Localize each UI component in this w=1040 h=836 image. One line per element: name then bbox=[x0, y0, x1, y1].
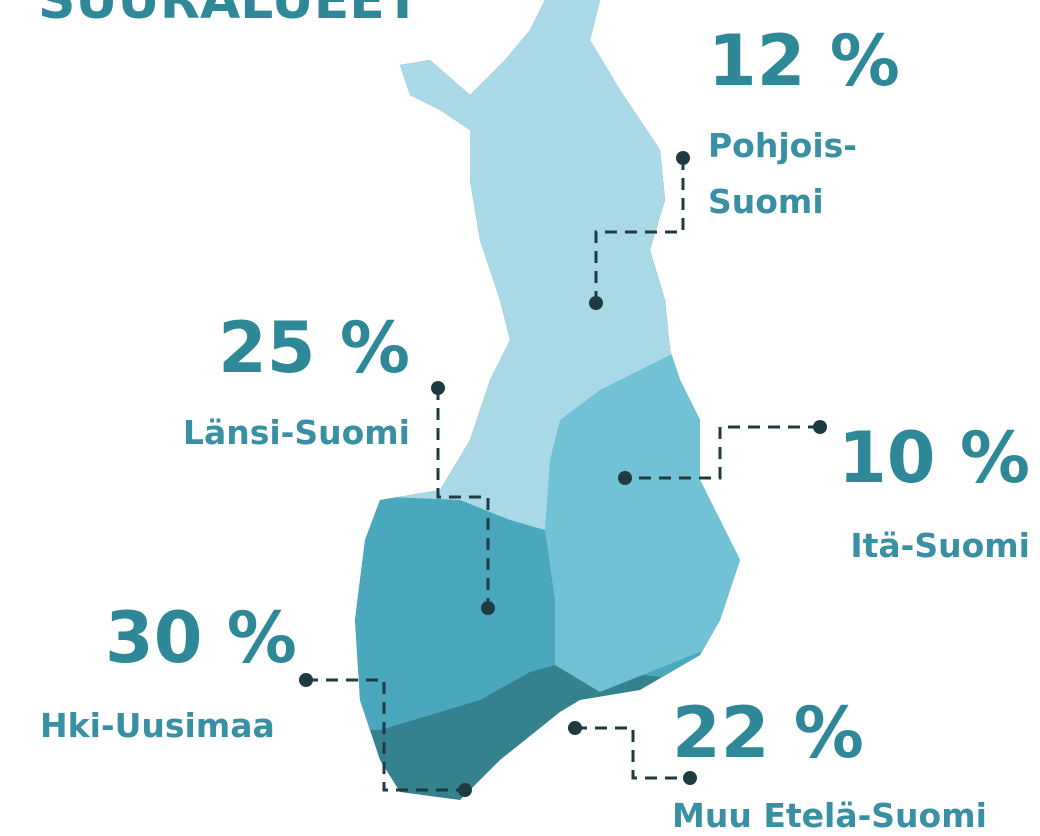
percent: 12 % bbox=[708, 20, 900, 102]
region-name: Itä-Suomi bbox=[850, 526, 1030, 565]
percent: 30 % bbox=[105, 597, 297, 679]
region-name: Länsi-Suomi bbox=[183, 413, 410, 452]
region-name: Muu Etelä-Suomi bbox=[672, 796, 987, 835]
percent: 25 % bbox=[218, 307, 410, 389]
title: SUURALUEET bbox=[38, 0, 421, 31]
region-name: Pohjois- bbox=[708, 126, 857, 165]
region-north bbox=[355, 0, 740, 530]
percent: 10 % bbox=[838, 417, 1030, 499]
region-name: Suomi bbox=[708, 182, 824, 221]
region-name: Hki-Uusimaa bbox=[40, 706, 275, 745]
percent: 22 % bbox=[672, 692, 864, 774]
leaders bbox=[299, 151, 827, 797]
